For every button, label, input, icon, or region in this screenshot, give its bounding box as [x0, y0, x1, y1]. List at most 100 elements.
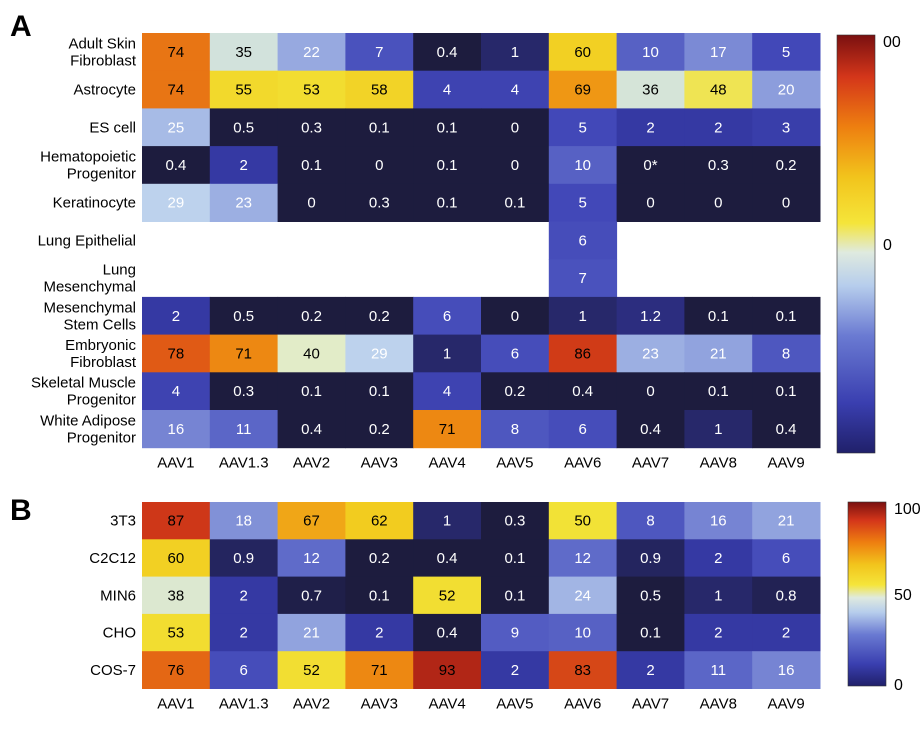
cell-value-label: 52	[303, 662, 320, 679]
cell-value-label: 0.5	[640, 587, 661, 604]
heatmap-cell	[481, 576, 550, 615]
heatmap-cell	[752, 33, 821, 72]
cell-value-label: 2	[714, 625, 722, 642]
cell-value-label: 8	[782, 345, 790, 362]
heatmap-cell	[277, 70, 346, 109]
cell-value-label: 86	[574, 345, 591, 362]
cell-value-label: 0.2	[776, 157, 797, 174]
cell-value-label: 1	[714, 421, 722, 438]
heatmap-cell	[142, 613, 211, 652]
heatmap-cell	[752, 334, 821, 373]
heatmap-cell	[548, 613, 618, 652]
cell-value-label: 53	[168, 625, 185, 642]
cell-value-label: 2	[646, 662, 654, 679]
heatmap-cell	[142, 296, 211, 336]
cell-value-label: 6	[443, 308, 451, 325]
cell-value-label: 0.4	[640, 421, 661, 438]
heatmap-cell	[209, 372, 279, 411]
heatmap-cell	[752, 183, 821, 222]
cell-value-label: 76	[168, 662, 185, 679]
heatmap-cell	[277, 502, 346, 540]
cell-value-label: 0.1	[437, 119, 458, 136]
cell-value-label: 35	[235, 44, 252, 61]
cell-value-label: 71	[235, 345, 252, 362]
cell-value-label: 11	[711, 662, 727, 679]
cell-value-label: 0.1	[437, 157, 458, 174]
heatmap-cell	[481, 334, 550, 373]
heatmap-cell	[684, 296, 753, 336]
heatmap-cell	[142, 576, 211, 615]
cell-value-label: 2	[511, 662, 519, 679]
column-label: AAV1.3	[219, 696, 269, 713]
heatmap-cell	[548, 576, 618, 615]
column-label: AAV1	[157, 696, 194, 713]
heatmap-cell	[142, 372, 211, 411]
cell-value-label: 18	[235, 513, 252, 530]
heatmap-cell	[413, 576, 482, 615]
cell-value-label: 1	[443, 513, 451, 530]
cell-value-label: 74	[168, 44, 185, 61]
heatmap-cell	[481, 502, 550, 540]
heatmap-cell	[752, 539, 821, 578]
heatmap-cell	[142, 651, 211, 689]
panel-letter: B	[10, 494, 32, 527]
cell-value-label: 52	[439, 587, 456, 604]
colorbar	[836, 34, 876, 454]
heatmap-cell	[616, 576, 685, 615]
cell-value-label: 0	[511, 119, 519, 136]
heatmap-cell	[684, 539, 753, 578]
heatmap-cell	[209, 146, 279, 185]
cell-value-label: 71	[371, 662, 388, 679]
heatmap-cell	[413, 108, 482, 147]
cell-value-label: 0.1	[776, 383, 797, 400]
heatmap-cell	[209, 296, 279, 336]
cell-value-label: 1	[443, 345, 451, 362]
heatmap-cell	[752, 70, 821, 109]
heatmap-cell	[142, 334, 211, 373]
heatmap-cell	[548, 334, 618, 373]
cell-value-label: 0	[646, 383, 654, 400]
heatmap-cell	[413, 651, 482, 689]
heatmap-cell	[413, 334, 482, 373]
colorbar-tick-label: 100	[894, 501, 921, 518]
heatmap-cell	[209, 410, 279, 449]
cell-value-label: 0.1	[504, 550, 525, 567]
heatmap-cell	[752, 372, 821, 411]
heatmap-cell	[752, 651, 821, 689]
row-label: Progenitor	[67, 165, 136, 182]
cell-value-label: 21	[303, 625, 320, 642]
cell-value-label: 0.2	[369, 308, 390, 325]
heatmap-cell	[752, 410, 821, 449]
heatmap-cell	[142, 183, 211, 222]
cell-value-label: 2	[172, 308, 180, 325]
cell-value-label: 53	[303, 82, 320, 99]
cell-value-label: 55	[235, 82, 252, 99]
row-label: Mesenchymal	[43, 279, 136, 296]
cell-value-label: 6	[579, 421, 587, 438]
cell-value-label: 0*	[643, 157, 657, 174]
cell-value-label: 1	[714, 587, 722, 604]
row-label: Lung	[103, 262, 136, 279]
cell-value-label: 0	[782, 195, 790, 212]
heatmap-cell	[345, 410, 414, 449]
heatmap-cell	[345, 108, 414, 147]
heatmap-cell	[684, 183, 753, 222]
row-label: C2C12	[89, 550, 136, 567]
cell-value-label: 9	[511, 625, 519, 642]
cell-value-label: 1	[579, 308, 587, 325]
cell-value-label: 0.5	[233, 308, 254, 325]
cell-value-label: 0.7	[301, 587, 322, 604]
heatmap-cell	[616, 539, 685, 578]
heatmap-cell	[752, 108, 821, 147]
heatmap-cell	[413, 146, 482, 185]
heatmap-cell	[277, 334, 346, 373]
cell-value-label: 5	[579, 195, 587, 212]
heatmap-cell	[345, 651, 414, 689]
cell-value-label: 0.9	[233, 550, 254, 567]
cell-value-label: 62	[371, 513, 388, 530]
heatmap-cell	[413, 539, 482, 578]
cell-value-label: 16	[710, 513, 727, 530]
cell-value-label: 0.4	[437, 44, 458, 61]
heatmap-cell	[684, 576, 753, 615]
heatmap-cell	[413, 410, 482, 449]
